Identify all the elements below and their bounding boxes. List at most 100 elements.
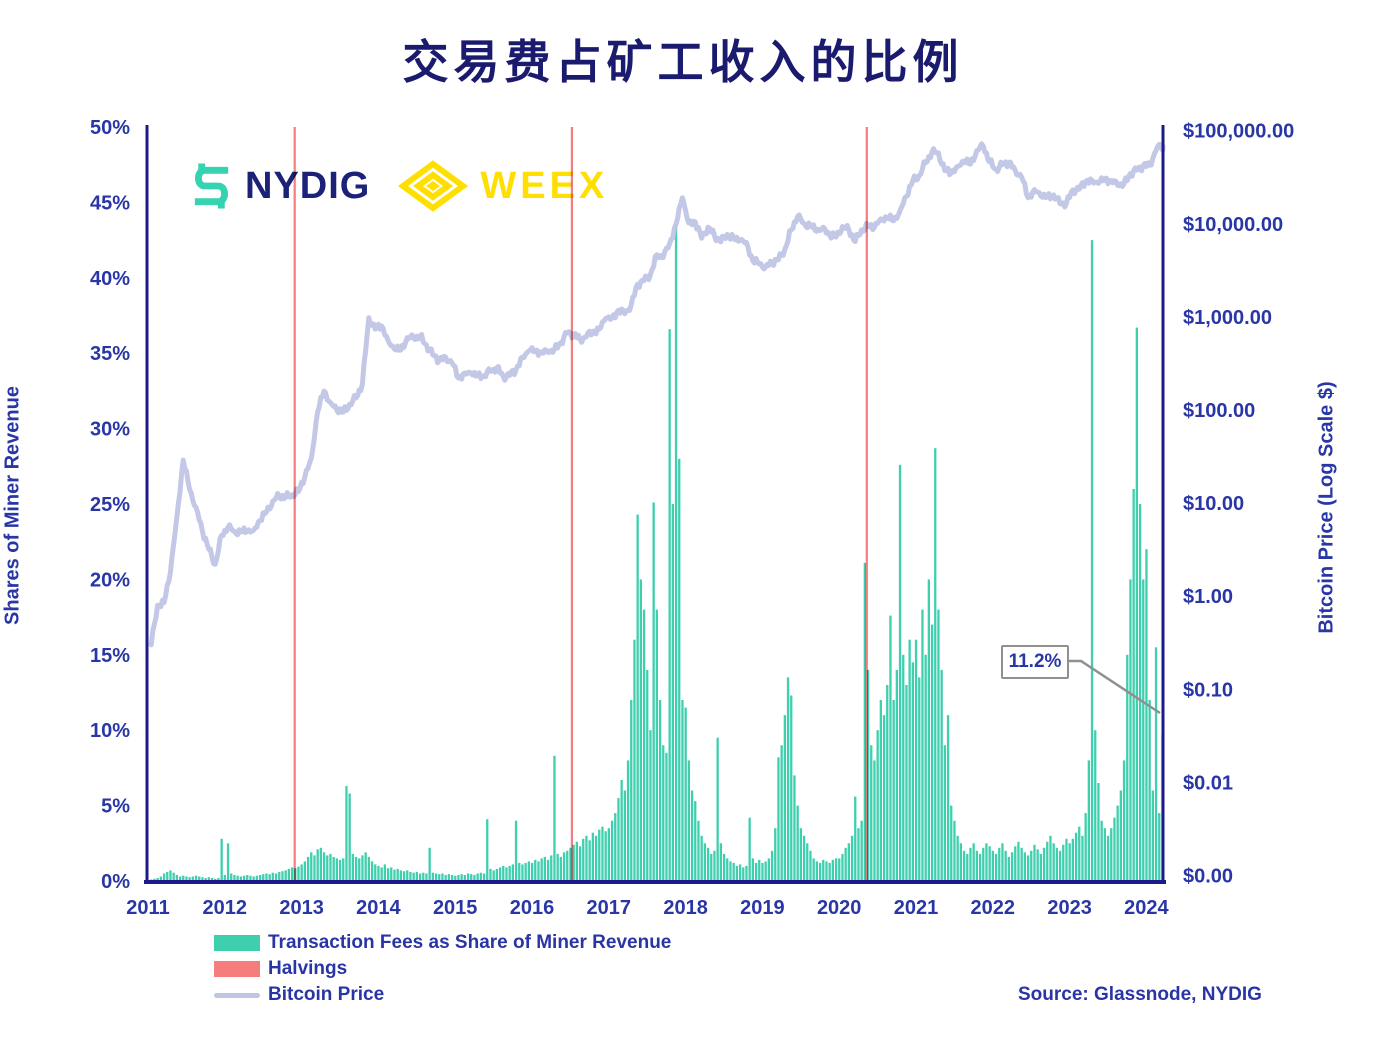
fee-bar xyxy=(591,832,594,882)
fees-legend-label: Transaction Fees as Share of Miner Reven… xyxy=(268,932,672,953)
fee-bar xyxy=(265,873,268,882)
fee-bar xyxy=(959,843,962,882)
fee-bar xyxy=(1046,841,1049,882)
bottom-axis-line xyxy=(144,880,1166,884)
fee-bar xyxy=(1116,805,1119,882)
fee-bar xyxy=(793,775,796,882)
fee-bar xyxy=(457,875,460,882)
fee-bar xyxy=(1081,835,1084,882)
fee-bar xyxy=(639,579,642,882)
fee-bar xyxy=(175,875,178,882)
axis-lines xyxy=(144,125,1166,884)
fee-bar xyxy=(892,700,895,882)
price-legend-label: Bitcoin Price xyxy=(268,984,385,1005)
fee-bar xyxy=(374,864,377,882)
fee-bar xyxy=(572,844,575,882)
fee-bar xyxy=(230,873,233,882)
fee-bar xyxy=(351,853,354,882)
fee-bar xyxy=(262,874,265,882)
fee-bar xyxy=(236,875,239,882)
fee-bar xyxy=(1065,838,1068,882)
fee-bar xyxy=(463,875,466,882)
fee-bar xyxy=(492,870,495,882)
fee-bar xyxy=(703,843,706,882)
fee-bar xyxy=(822,859,825,882)
fees-swatch xyxy=(214,935,260,951)
left-axis-tick: 35% xyxy=(90,343,130,365)
fee-bar xyxy=(991,850,994,882)
fee-bar xyxy=(828,862,831,882)
left-axis-tick: 45% xyxy=(90,192,130,214)
fee-bar xyxy=(623,790,626,882)
fee-bar xyxy=(444,875,447,882)
fee-bar xyxy=(271,872,274,882)
fee-bar xyxy=(838,858,841,882)
fee-bar xyxy=(879,700,882,882)
fee-bar xyxy=(690,790,694,882)
left-axis-tick: 25% xyxy=(90,494,130,516)
fee-bar xyxy=(700,835,703,882)
fee-bar xyxy=(454,875,457,882)
fee-bar xyxy=(470,874,473,882)
fee-bar xyxy=(786,677,790,882)
fee-bar xyxy=(918,677,921,882)
fee-bar xyxy=(914,639,918,882)
halvings-swatch xyxy=(214,961,260,977)
page-title: 交易费占矿工收入的比例 xyxy=(402,36,964,88)
fee-bar xyxy=(278,872,281,882)
fee-bar xyxy=(732,862,735,882)
fee-bar xyxy=(658,700,662,882)
bitcoin-price-series xyxy=(148,141,1166,648)
fee-bar xyxy=(847,843,850,882)
fee-bar xyxy=(985,843,988,882)
fee-bar xyxy=(1097,783,1100,882)
fee-bar xyxy=(617,798,620,882)
fee-bar xyxy=(802,835,806,882)
fee-bar xyxy=(601,826,604,882)
annotation-callout: 11.2% xyxy=(1001,645,1069,679)
fee-bar xyxy=(1151,790,1154,882)
fee-bar xyxy=(220,838,223,882)
fee-bar xyxy=(908,639,911,882)
fee-bar xyxy=(530,862,534,882)
fee-bar xyxy=(815,861,818,882)
fee-bar xyxy=(710,853,713,882)
fee-bar xyxy=(719,843,722,882)
fee-bar xyxy=(889,615,892,882)
fee-bar xyxy=(476,873,479,882)
fee-bar xyxy=(425,873,428,882)
fee-bar xyxy=(770,850,774,882)
fee-bar xyxy=(297,866,300,882)
fee-bar xyxy=(1087,760,1090,882)
fee-bar xyxy=(169,870,172,882)
fee-bar xyxy=(812,858,815,882)
fee-bar xyxy=(406,870,409,882)
fee-bar xyxy=(655,609,658,882)
fee-bar xyxy=(1122,760,1126,882)
fee-bar xyxy=(818,862,822,882)
fee-bar xyxy=(898,464,902,882)
fee-bar xyxy=(434,873,438,882)
fee-bar xyxy=(777,757,780,882)
legend-item-fees: Transaction Fees as Share of Miner Reven… xyxy=(214,930,671,956)
halvings-legend-label: Halvings xyxy=(268,958,348,979)
fee-bar xyxy=(972,843,975,882)
fee-bar xyxy=(300,864,303,882)
fee-bar xyxy=(796,805,799,882)
fee-bar xyxy=(306,856,310,882)
fee-bar xyxy=(194,875,198,882)
x-axis-tick: 2014 xyxy=(356,897,401,919)
fee-bar xyxy=(553,755,556,882)
fee-bar xyxy=(780,745,783,882)
fee-bars xyxy=(146,225,1164,882)
fee-bar xyxy=(729,861,732,882)
fee-bar xyxy=(402,871,406,882)
fee-bar xyxy=(284,870,287,882)
x-axis-tick: 2017 xyxy=(587,897,632,919)
fee-bar xyxy=(751,858,754,882)
left-axis-tick: 30% xyxy=(90,419,130,441)
fee-bar xyxy=(482,873,486,882)
fee-bar xyxy=(367,856,370,882)
fee-bar xyxy=(706,847,710,882)
fee-bar xyxy=(486,819,489,882)
